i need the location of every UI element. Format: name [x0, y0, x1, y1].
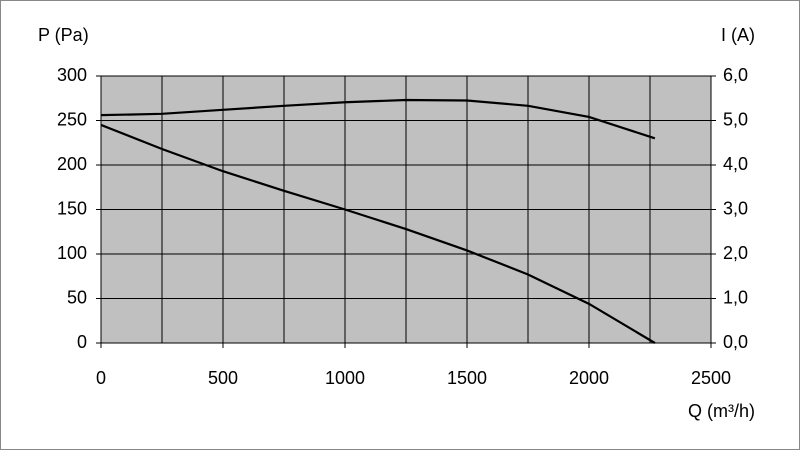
y2-axis-label: I (A) — [721, 25, 755, 45]
y-tick-label: 150 — [57, 198, 87, 218]
y-tick-label: 100 — [57, 243, 87, 263]
x-tick-label: 500 — [208, 368, 238, 388]
y2-tick-label: 1,0 — [723, 287, 748, 307]
x-axis-label: Q (m³/h) — [688, 401, 755, 421]
x-tick-label: 0 — [96, 368, 106, 388]
curve — [100, 98, 656, 140]
y2-tick-label: 6,0 — [723, 65, 748, 85]
y2-tick-label: 2,0 — [723, 243, 748, 263]
y-axis-label: P (Pa) — [38, 25, 89, 45]
x-tick-label: 1500 — [447, 368, 487, 388]
x-tick-label: 2500 — [691, 368, 731, 388]
y2-tick-label: 3,0 — [723, 198, 748, 218]
x-tick-label: 1000 — [325, 368, 365, 388]
y2-tick-label: 5,0 — [723, 109, 748, 129]
y2-tick-label: 0,0 — [723, 332, 748, 352]
y-tick-label: 50 — [67, 287, 87, 307]
x-tick-label: 2000 — [569, 368, 609, 388]
y-tick-label: 200 — [57, 154, 87, 174]
y2-tick-label: 4,0 — [723, 154, 748, 174]
y-tick-label: 250 — [57, 109, 87, 129]
y-tick-label: 0 — [77, 332, 87, 352]
curve — [100, 123, 656, 344]
y-tick-label: 300 — [57, 65, 87, 85]
